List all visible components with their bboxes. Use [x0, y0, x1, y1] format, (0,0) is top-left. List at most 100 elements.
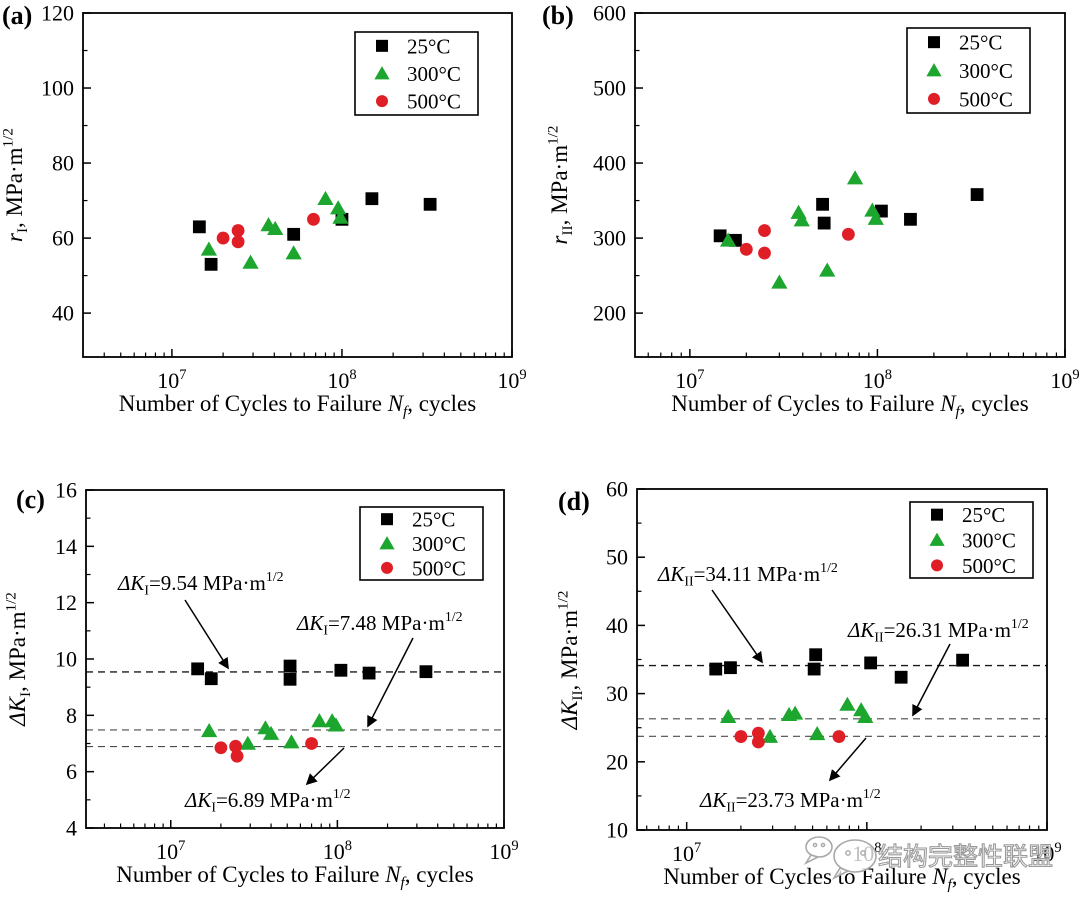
annotation: ΔKI=7.48 MPa·m1/2	[296, 609, 463, 728]
x-tick-label: 107	[157, 367, 186, 393]
data-point-square	[365, 192, 379, 206]
legend-label: 500°C	[407, 90, 461, 114]
x-tick-label: 108	[863, 367, 892, 393]
y-axis-title: rII, MPa·m1/2	[544, 126, 576, 245]
data-point-circle	[739, 242, 753, 256]
data-point-square	[283, 659, 297, 673]
panel-label: (a)	[2, 1, 32, 30]
panel-label: (c)	[16, 485, 45, 514]
x-tick-label: 109	[489, 838, 518, 864]
data-point-circle	[734, 730, 748, 743]
data-point-square	[807, 662, 821, 676]
x-tick-label: 107	[675, 367, 704, 393]
data-point-square	[931, 508, 943, 521]
x-axis-title: Number of Cycles to Failure Nf, cycles	[116, 862, 474, 891]
y-tick-label: 300	[593, 226, 626, 251]
data-point-circle	[307, 212, 320, 226]
legend-label: 25°C	[407, 34, 450, 58]
annotation: ΔKI=6.89 MPa·m1/2	[184, 747, 351, 815]
data-point-square	[928, 36, 940, 49]
y-tick-label: 100	[41, 76, 74, 101]
y-tick-label: 10	[606, 818, 628, 843]
series-25°C	[192, 192, 437, 271]
data-point-circle	[231, 224, 245, 237]
data-point-square	[381, 513, 393, 526]
annotation: ΔKI=9.54 MPa·m1/2	[117, 569, 284, 670]
figure-panel-c: 107 108 109 4 6 8 10 12 14 16 ΔKI=9.54 MPa·m1/2 ΔKI…	[2, 478, 519, 892]
data-point-square	[724, 661, 737, 675]
x-tick-label: 108	[327, 367, 356, 393]
x-axis-title: Number of Cycles to Failure Nf, cycles	[663, 864, 1021, 893]
data-point-square	[419, 665, 433, 679]
data-point-circle	[214, 741, 228, 755]
y-tick-label: 80	[52, 151, 74, 176]
data-point-triangle	[926, 63, 942, 77]
series-500°C	[739, 224, 855, 260]
svg-text:ΔKI=9.54 MPa·m1/2: ΔKI=9.54 MPa·m1/2	[117, 569, 284, 597]
data-point-triangle	[761, 728, 779, 743]
data-point-triangle	[283, 734, 300, 749]
legend: 25°C 300°C 500°C	[354, 31, 479, 116]
annotation: ΔKII=26.31 MPa·m1/2	[847, 616, 1029, 717]
series-25°C	[191, 659, 433, 686]
data-point-square	[376, 39, 388, 52]
data-point-square	[809, 648, 823, 662]
x-tick-label: 109	[1032, 840, 1061, 866]
x-tick-label: 108	[323, 838, 352, 864]
plot-frame	[634, 12, 1066, 358]
data-point-circle	[305, 737, 318, 750]
data-point-triangle	[846, 170, 864, 185]
x-axis: 107 108 109	[103, 820, 519, 864]
y-tick-label: 10	[55, 647, 77, 672]
y-tick-label: 4	[66, 816, 77, 841]
y-tick-label: 40	[606, 613, 628, 638]
y-tick-label: 30	[606, 681, 628, 706]
data-point-square	[816, 197, 829, 211]
data-point-circle	[758, 224, 771, 237]
svg-text:ΔKI=7.48 MPa·m1/2: ΔKI=7.48 MPa·m1/2	[296, 609, 463, 637]
x-axis-title: Number of Cycles to Failure Nf, cycles	[671, 391, 1029, 420]
data-point-triangle	[787, 705, 804, 720]
plot-frame	[82, 12, 513, 358]
x-axis: 107 108 109	[647, 349, 1080, 393]
wechat-chat-bubbles-icon	[803, 836, 877, 880]
data-point-triangle	[267, 220, 284, 235]
y-tick-label: 6	[66, 759, 77, 784]
legend: 25°C 300°C 500°C	[906, 27, 1031, 114]
legend-label: 25°C	[959, 31, 1002, 55]
legend-label: 500°C	[959, 87, 1013, 111]
data-point-triangle	[311, 713, 328, 728]
data-point-triangle	[819, 262, 836, 277]
data-point-circle	[758, 246, 771, 260]
legend-label: 300°C	[407, 62, 461, 86]
data-point-triangle	[857, 708, 874, 724]
data-point-square	[904, 212, 917, 226]
y-axis-title: ΔKII, MPa·m1/2	[554, 591, 586, 731]
annotation: ΔKII=23.73 MPa·m1/2	[699, 737, 881, 815]
data-point-triangle	[201, 723, 218, 738]
legend-label: 300°C	[959, 59, 1013, 83]
y-tick-label: 40	[52, 301, 74, 326]
data-point-square	[956, 653, 969, 667]
svg-text:ΔKII=23.73 MPa·m1/2: ΔKII=23.73 MPa·m1/2	[699, 786, 881, 814]
y-tick-label: 200	[593, 301, 626, 326]
annotation: ΔKII=34.11 MPa·m1/2	[657, 560, 838, 664]
series-300°C	[720, 696, 874, 743]
y-tick-label: 500	[593, 76, 626, 101]
watermark-text: 结构完整性联盟	[878, 842, 1053, 871]
y-tick-label: 16	[55, 478, 77, 503]
data-point-triangle	[285, 245, 302, 260]
legend-label: 25°C	[412, 508, 455, 532]
data-point-square	[204, 672, 218, 686]
data-point-triangle	[867, 210, 884, 225]
x-tick-label: 109	[1050, 367, 1079, 393]
data-point-triangle	[929, 532, 945, 546]
y-tick-label: 120	[41, 1, 74, 26]
series-300°C	[200, 190, 349, 269]
legend-label: 300°C	[412, 532, 466, 556]
data-point-triangle	[317, 190, 334, 205]
y-axis: 10 20 30 40 50 60	[606, 477, 645, 843]
data-point-circle	[928, 92, 940, 105]
